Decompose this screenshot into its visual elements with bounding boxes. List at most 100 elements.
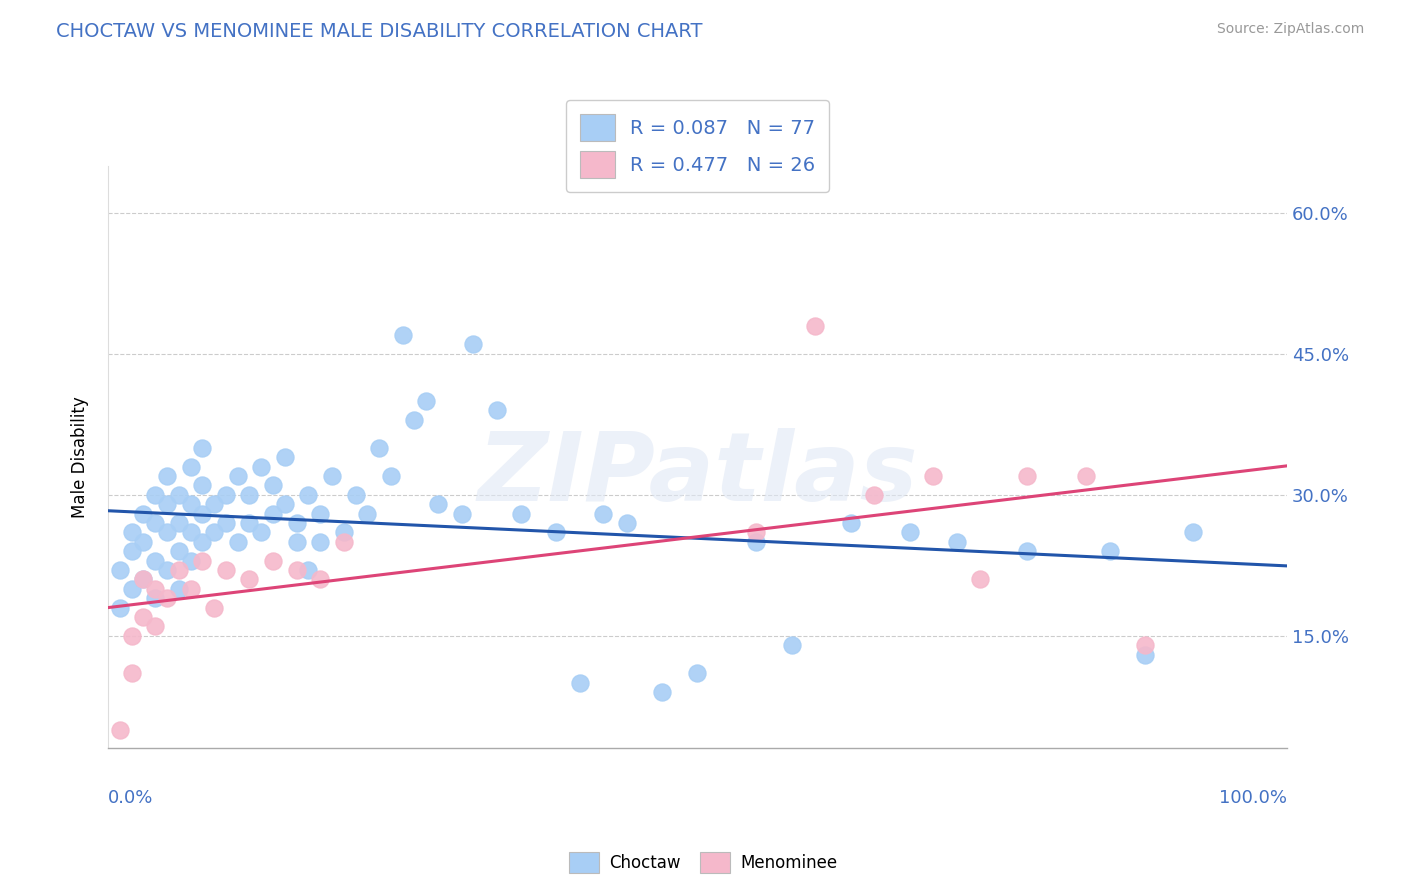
Point [544, 525, 567, 540]
Y-axis label: Male Disability: Male Disability [72, 396, 89, 518]
Point [592, 507, 614, 521]
Point [156, 525, 179, 540]
Point [332, 525, 354, 540]
Point [285, 563, 308, 577]
Point [156, 469, 179, 483]
Point [167, 544, 190, 558]
Point [143, 582, 166, 596]
Point [121, 582, 143, 596]
Point [686, 666, 709, 681]
Point [285, 534, 308, 549]
Point [226, 534, 249, 549]
Point [202, 497, 225, 511]
Point [391, 328, 413, 343]
Point [215, 563, 238, 577]
Point [132, 507, 155, 521]
Text: Source: ZipAtlas.com: Source: ZipAtlas.com [1216, 22, 1364, 37]
Point [179, 582, 201, 596]
Point [745, 525, 768, 540]
Point [167, 488, 190, 502]
Point [463, 337, 485, 351]
Point [285, 516, 308, 530]
Point [344, 488, 367, 502]
Point [804, 318, 827, 333]
Point [1135, 648, 1157, 662]
Point [356, 507, 378, 521]
Point [191, 507, 214, 521]
Point [132, 572, 155, 586]
Text: CHOCTAW VS MENOMINEE MALE DISABILITY CORRELATION CHART: CHOCTAW VS MENOMINEE MALE DISABILITY COR… [56, 22, 703, 41]
Point [121, 544, 143, 558]
Point [262, 553, 284, 567]
Point [132, 610, 155, 624]
Point [108, 600, 131, 615]
Point [274, 497, 297, 511]
Point [238, 572, 260, 586]
Point [745, 534, 768, 549]
Point [509, 507, 531, 521]
Point [863, 488, 886, 502]
Point [191, 534, 214, 549]
Point [309, 534, 332, 549]
Point [226, 469, 249, 483]
Point [156, 497, 179, 511]
Point [108, 563, 131, 577]
Point [368, 441, 391, 455]
Point [450, 507, 472, 521]
Point [262, 507, 284, 521]
Point [179, 497, 201, 511]
Point [179, 525, 201, 540]
Point [262, 478, 284, 492]
Point [121, 525, 143, 540]
Point [404, 412, 426, 426]
Point [485, 403, 508, 417]
Point [922, 469, 945, 483]
Legend: Choctaw, Menominee: Choctaw, Menominee [562, 846, 844, 880]
Point [143, 553, 166, 567]
Point [250, 525, 273, 540]
Point [143, 488, 166, 502]
Point [1098, 544, 1121, 558]
Point [121, 629, 143, 643]
Point [156, 563, 179, 577]
Point [143, 591, 166, 606]
Text: ZIPatlas: ZIPatlas [477, 428, 918, 521]
Point [167, 582, 190, 596]
Point [167, 563, 190, 577]
Point [945, 534, 967, 549]
Point [238, 488, 260, 502]
Point [250, 459, 273, 474]
Point [108, 723, 131, 737]
Point [380, 469, 402, 483]
Point [309, 507, 332, 521]
Point [215, 516, 238, 530]
Point [332, 534, 354, 549]
Point [274, 450, 297, 465]
Point [121, 666, 143, 681]
Legend: R = 0.087   N = 77, R = 0.477   N = 26: R = 0.087 N = 77, R = 0.477 N = 26 [567, 100, 830, 192]
Point [898, 525, 921, 540]
Point [969, 572, 991, 586]
Point [616, 516, 638, 530]
Point [309, 572, 332, 586]
Point [780, 638, 803, 652]
Point [297, 563, 319, 577]
Point [321, 469, 343, 483]
Point [568, 675, 591, 690]
Point [156, 591, 179, 606]
Point [238, 516, 260, 530]
Point [179, 553, 201, 567]
Point [132, 572, 155, 586]
Point [143, 619, 166, 633]
Point [1181, 525, 1204, 540]
Point [202, 600, 225, 615]
Point [651, 685, 673, 699]
Point [191, 478, 214, 492]
Point [297, 488, 319, 502]
Text: 100.0%: 100.0% [1219, 789, 1286, 807]
Text: 0.0%: 0.0% [108, 789, 153, 807]
Point [415, 393, 437, 408]
Point [1017, 469, 1039, 483]
Point [132, 534, 155, 549]
Point [1017, 544, 1039, 558]
